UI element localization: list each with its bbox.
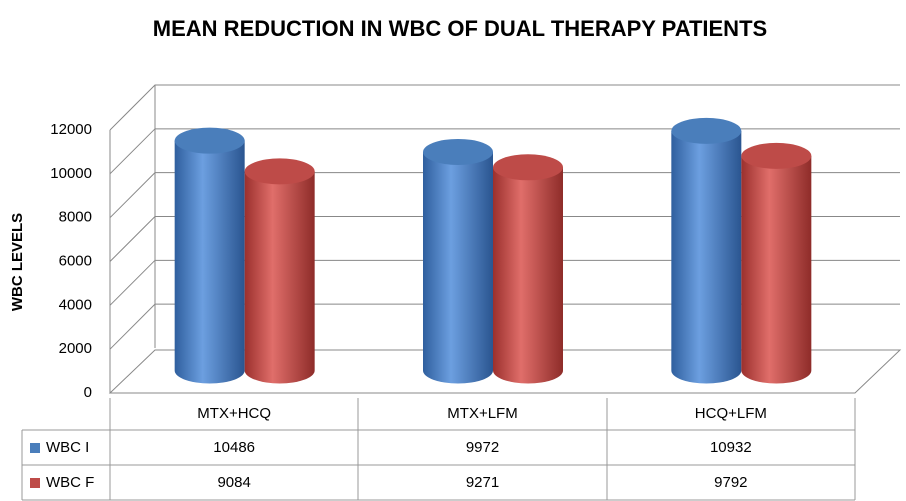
cylinder-top xyxy=(671,117,742,144)
y-tick-label: 0 xyxy=(84,384,92,401)
table-value: 9972 xyxy=(466,439,499,456)
cylinder-top xyxy=(741,142,812,169)
table-value: 10486 xyxy=(213,439,255,456)
x-tick-label: MTX+LFM xyxy=(447,405,517,422)
y-tick-label: 2000 xyxy=(59,340,92,357)
legend-key xyxy=(30,478,40,488)
cylinder xyxy=(423,151,493,384)
y-tick-label: 6000 xyxy=(59,252,92,269)
legend-label: WBC I xyxy=(46,439,89,456)
y-axis-label: WBC LEVELS xyxy=(9,213,26,311)
y-tick-label: 8000 xyxy=(59,209,92,226)
table-value: 9792 xyxy=(714,474,747,491)
y-tick-label: 12000 xyxy=(50,121,92,138)
y-tick-label: 10000 xyxy=(50,165,92,182)
cylinder xyxy=(244,171,315,384)
cylinder xyxy=(493,167,563,384)
cylinder xyxy=(174,140,245,384)
floor xyxy=(108,349,902,394)
cylinder xyxy=(671,130,742,384)
x-tick-label: HCQ+LFM xyxy=(695,405,767,422)
legend-key xyxy=(30,443,40,453)
grid-line xyxy=(109,84,900,131)
x-tick-label: MTX+HCQ xyxy=(197,405,271,422)
table-value: 9271 xyxy=(466,474,499,491)
data-table xyxy=(21,398,856,501)
cylinder-top xyxy=(423,138,493,165)
cylinder-top xyxy=(244,158,315,185)
legend-label: WBC F xyxy=(46,474,94,491)
cylinder-top xyxy=(174,127,245,154)
table-value: 9084 xyxy=(217,474,250,491)
chart-title: MEAN REDUCTION IN WBC OF DUAL THERAPY PA… xyxy=(153,16,767,41)
cylinder-top xyxy=(493,154,563,181)
cylinder xyxy=(741,155,812,384)
table-value: 10932 xyxy=(710,439,752,456)
y-tick-label: 4000 xyxy=(59,296,92,313)
